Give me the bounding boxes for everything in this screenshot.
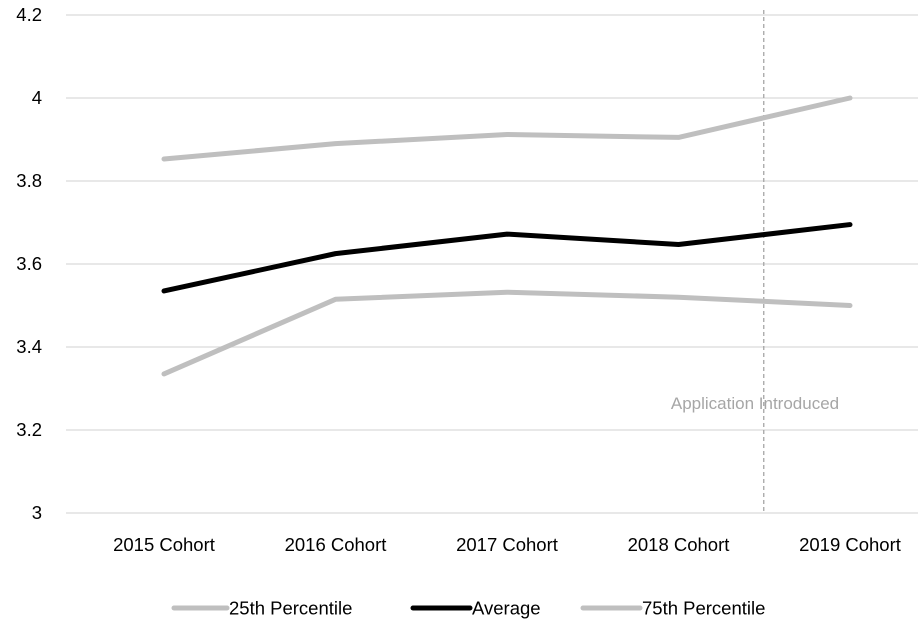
legend-label: Average bbox=[472, 598, 541, 619]
legend-item: 75th Percentile bbox=[580, 598, 765, 619]
grid-layer bbox=[66, 14, 918, 514]
x-tick-label: 2016 Cohort bbox=[285, 534, 387, 555]
x-tick-label: 2015 Cohort bbox=[113, 534, 215, 555]
y-tick-label: 3 bbox=[32, 502, 42, 523]
legend-item: Average bbox=[410, 598, 541, 619]
y-tick-label: 3.6 bbox=[16, 253, 42, 274]
legend-item: 25th Percentile bbox=[171, 598, 352, 619]
x-axis-ticks: 2015 Cohort 2016 Cohort 2017 Cohort 2018 Co… bbox=[113, 534, 901, 555]
annotation: Application Introduced bbox=[671, 10, 839, 513]
series-line-75th-percentile bbox=[161, 95, 853, 162]
y-axis-ticks: 3 3.2 3.4 3.6 3.8 4 4.2 bbox=[16, 4, 42, 523]
x-tick-label: 2018 Cohort bbox=[628, 534, 730, 555]
x-tick-label: 2017 Cohort bbox=[456, 534, 558, 555]
x-tick-label: 2019 Cohort bbox=[799, 534, 901, 555]
y-tick-label: 4 bbox=[32, 87, 42, 108]
series-layer bbox=[161, 95, 853, 377]
y-tick-label: 4.2 bbox=[16, 4, 42, 25]
legend-label: 75th Percentile bbox=[642, 598, 765, 619]
legend-label: 25th Percentile bbox=[229, 598, 352, 619]
annotation-label: Application Introduced bbox=[671, 394, 839, 413]
legend: 25th Percentile Average 75th Percentile bbox=[171, 598, 765, 619]
series-line-average bbox=[161, 222, 853, 294]
y-tick-label: 3.4 bbox=[16, 336, 42, 357]
y-tick-label: 3.8 bbox=[16, 170, 42, 191]
y-tick-label: 3.2 bbox=[16, 419, 42, 440]
series-line-25th-percentile bbox=[161, 289, 853, 377]
